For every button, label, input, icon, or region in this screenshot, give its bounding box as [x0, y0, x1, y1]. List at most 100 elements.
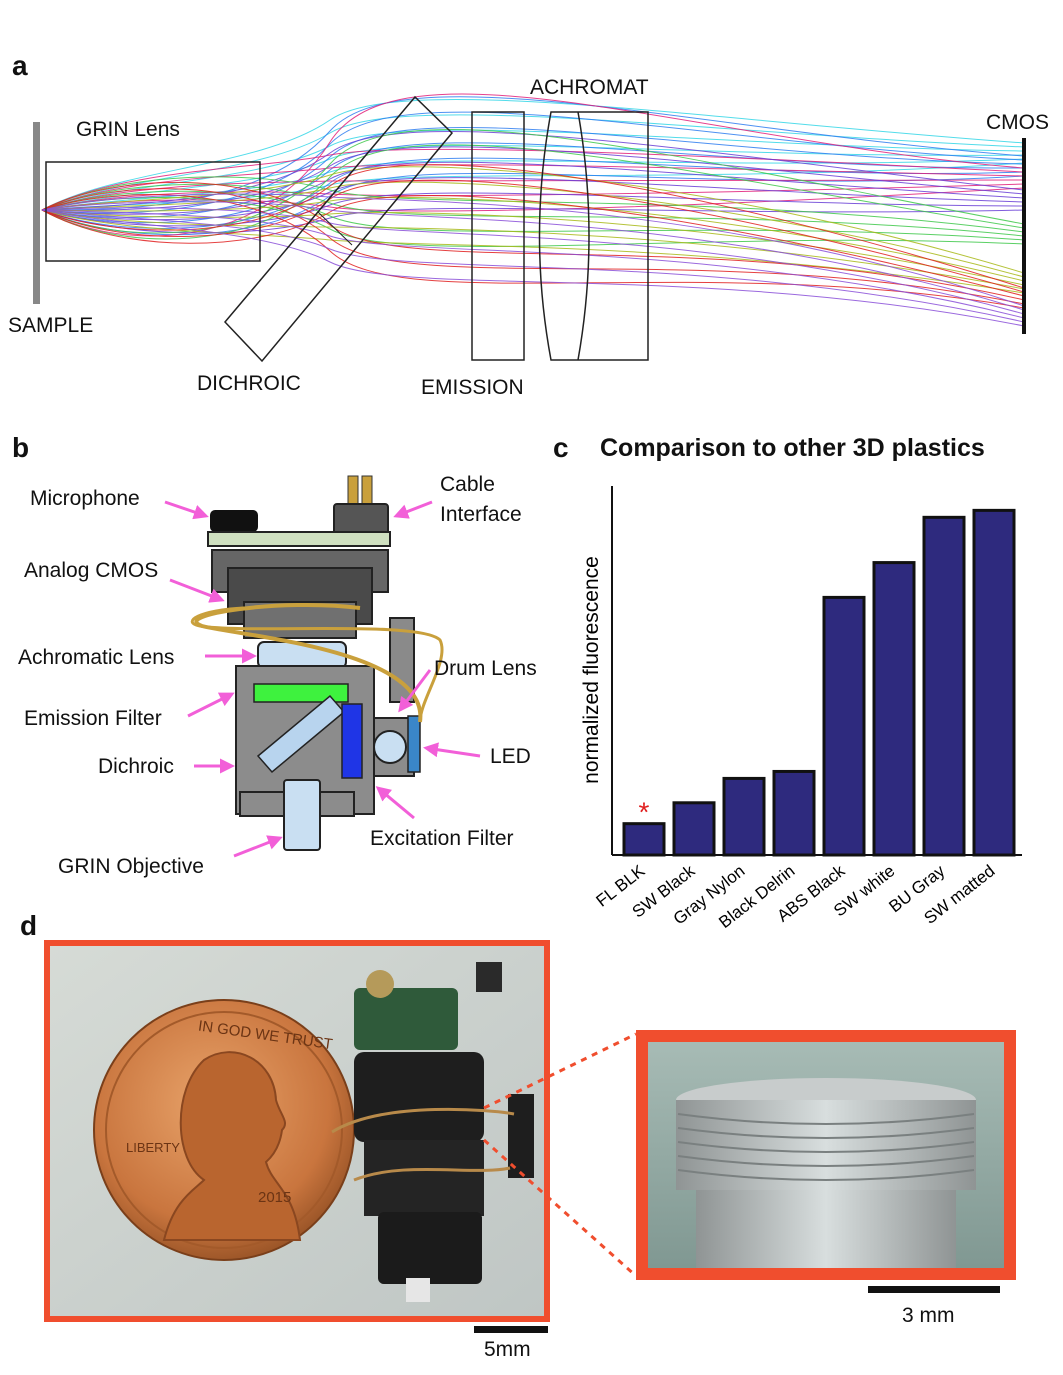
scalebar-right-label: 3 mm: [902, 1304, 955, 1327]
photo-inset-thread: [636, 1030, 1016, 1280]
scalebar-right: [868, 1286, 1000, 1293]
label-emission-filter: Emission Filter: [24, 707, 162, 730]
bar-black-delrin: [772, 769, 816, 857]
coin-text-left: LIBERTY: [126, 1140, 180, 1155]
ray-line: [41, 129, 1025, 234]
arrow-grin-objective: [233, 835, 283, 858]
device-body-low: [378, 1212, 482, 1284]
bar-sw-white: [872, 561, 916, 857]
microphone-shape: [210, 510, 258, 532]
ray-line: [41, 188, 1025, 305]
arrow-led: [423, 742, 481, 758]
label-led: LED: [490, 745, 531, 768]
label-cmos: CMOS: [986, 111, 1049, 134]
label-emission: EMISSION: [421, 376, 524, 399]
label-achromatic-lens: Achromatic Lens: [18, 646, 175, 669]
device-body-mid: [364, 1140, 484, 1216]
y-axis-label: normalized fluorescence: [580, 556, 603, 784]
lincoln-profile: [162, 1051, 302, 1241]
ray-line: [41, 209, 1025, 290]
device-pcb: [354, 988, 458, 1050]
ray-bundle: [41, 93, 1025, 327]
ray-line: [41, 179, 1025, 293]
ray-line: [41, 195, 1025, 297]
label-sample: SAMPLE: [8, 314, 94, 337]
bar-bu-gray: [922, 515, 966, 857]
label-cable-line2: Interface: [440, 503, 522, 526]
bar-sw-matted: [972, 508, 1016, 857]
fluorescence-bar-chart: normalized fluorescence FL BLK*SW BlackG…: [580, 486, 1022, 932]
penny-rim: [105, 1011, 343, 1249]
microscope-schematic: [164, 475, 481, 858]
ray-line: [41, 209, 1025, 319]
ray-line: [41, 209, 1025, 327]
chart-title: Comparison to other 3D plastics: [600, 434, 985, 462]
photo-microscope-with-coin: IN GOD WE TRUST LIBERTY 2015: [44, 940, 550, 1322]
dichroic-inner-line: [317, 211, 353, 246]
pcb-board: [207, 531, 391, 547]
label-grin-lens: GRIN Lens: [76, 118, 180, 141]
arrow-cable-interface: [393, 500, 433, 519]
label-drum-lens: Drum Lens: [434, 657, 537, 680]
ray-line: [41, 207, 1025, 234]
grin-lens-outline: [45, 161, 261, 262]
panel-c-letter: c: [553, 432, 569, 463]
panel-a-letter: a: [12, 50, 28, 81]
arrow-analog-cmos: [169, 578, 225, 603]
panel-b-letter: b: [12, 432, 30, 463]
emission-filter-shape: [253, 683, 349, 703]
thread-body: [676, 1100, 976, 1190]
significance-marker: *: [639, 797, 650, 828]
bar-fl-blk: [622, 822, 666, 857]
arrow-microphone: [164, 500, 209, 520]
device-objective: [406, 1278, 430, 1302]
label-grin-objective: GRIN Objective: [58, 855, 204, 878]
optical-ray-diagram: [33, 93, 1026, 363]
ray-line: [41, 201, 1025, 311]
ray-line: [41, 194, 1025, 309]
arrow-drum-lens: [398, 669, 432, 713]
ray-line: [41, 166, 1025, 274]
thread-lines: [677, 1113, 975, 1181]
cmos-sensor: [1022, 138, 1026, 334]
grin-objective-shape: [283, 779, 321, 851]
label-dichroic-b: Dichroic: [98, 755, 174, 778]
ray-line: [41, 196, 1025, 282]
label-microphone: Microphone: [30, 487, 140, 510]
panel-d-letter: d: [20, 910, 38, 941]
cable-interface-block: [333, 503, 389, 535]
label-dichroic: DICHROIC: [197, 372, 301, 395]
bar-gray-nylon: [722, 776, 766, 857]
sample-plane: [33, 122, 40, 304]
ray-line: [41, 98, 1025, 211]
ray-line: [41, 181, 1025, 301]
ray-line: [41, 207, 1025, 315]
bar-sw-black: [672, 801, 716, 857]
device-connector: [476, 962, 502, 992]
ray-line: [41, 193, 1025, 307]
ray-line: [41, 181, 1025, 278]
barrel: [696, 1190, 956, 1268]
device-body-top: [354, 1052, 484, 1142]
led-shape: [407, 715, 421, 773]
coin-year: 2015: [258, 1189, 291, 1206]
ray-line: [41, 209, 1025, 323]
wire-2: [190, 606, 444, 723]
lens-mount: [243, 601, 357, 639]
arrow-emission-filter: [187, 692, 235, 718]
drum-lens-shape: [373, 730, 407, 764]
excitation-filter-shape: [341, 703, 363, 779]
device-arm: [508, 1094, 534, 1178]
dichroic-outline: [223, 95, 454, 363]
bar-abs-black: [822, 595, 866, 857]
achromat-outline: [538, 111, 649, 361]
ray-line: [41, 164, 1025, 289]
scalebar-left-label: 5mm: [484, 1338, 531, 1361]
label-analog-cmos: Analog CMOS: [24, 559, 159, 582]
label-cable-line1: Cable: [440, 473, 495, 496]
label-achromat: ACHROMAT: [530, 76, 649, 99]
cable-pin-2: [361, 475, 373, 507]
ray-line: [41, 162, 1025, 211]
ray-line: [41, 144, 1025, 240]
arrow-excitation-filter: [375, 786, 415, 820]
